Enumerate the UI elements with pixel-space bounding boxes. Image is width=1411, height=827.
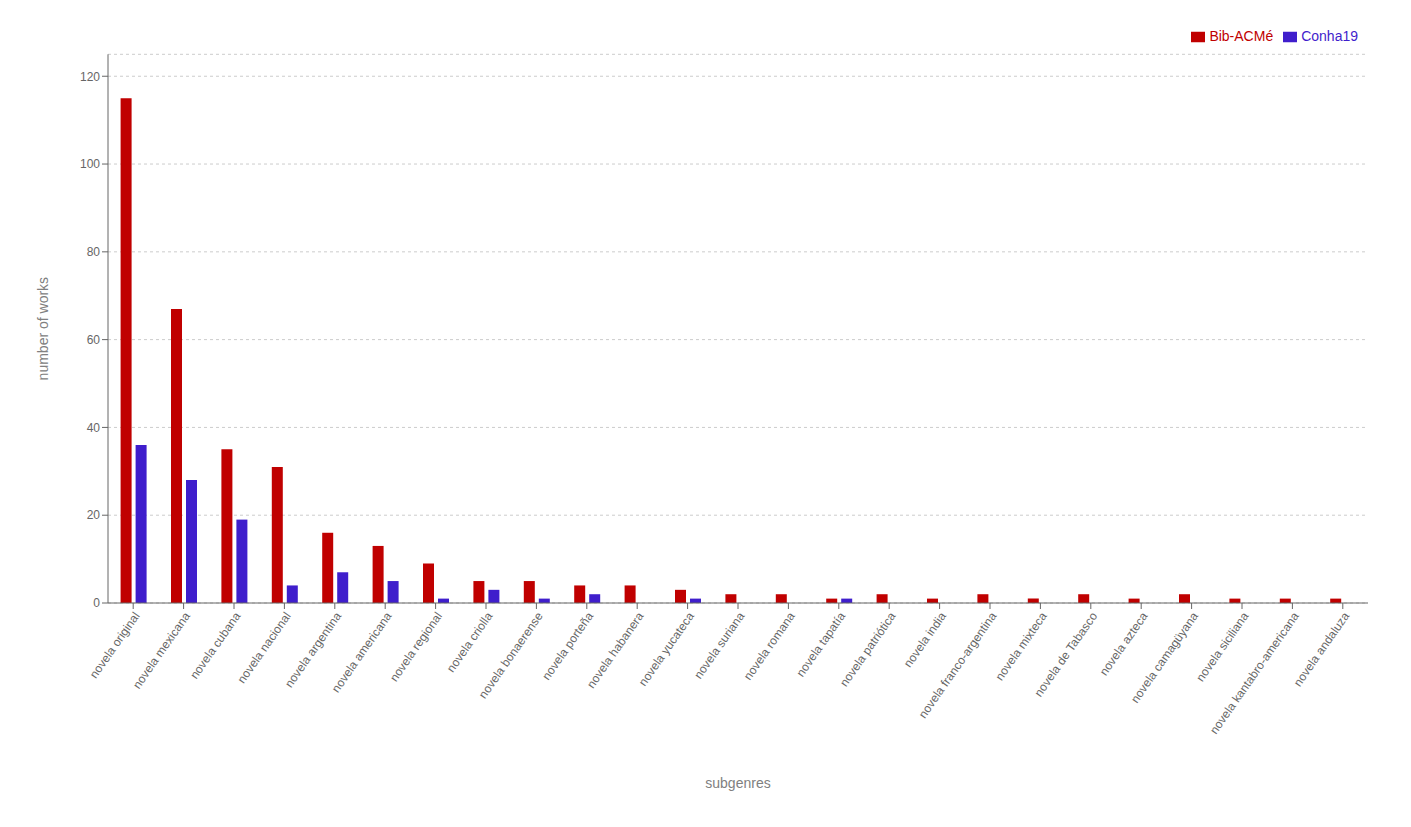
svg-text:100: 100 — [80, 157, 100, 171]
svg-text:novela azteca: novela azteca — [1097, 609, 1151, 678]
svg-text:novela andaluza: novela andaluza — [1291, 609, 1353, 689]
svg-text:novela yucateca: novela yucateca — [636, 609, 697, 688]
svg-text:novela porteña: novela porteña — [539, 609, 596, 682]
svg-text:novela cubana: novela cubana — [187, 609, 243, 681]
svg-text:novela mixteca: novela mixteca — [992, 609, 1050, 683]
svg-text:novela patriótica: novela patriótica — [837, 609, 899, 689]
svg-text:novela camagüyana: novela camagüyana — [1128, 609, 1201, 705]
svg-text:novela bonaerense: novela bonaerense — [476, 609, 546, 701]
svg-text:subgenres: subgenres — [705, 775, 770, 791]
svg-text:novela original: novela original — [87, 610, 143, 681]
svg-text:80: 80 — [87, 245, 101, 259]
svg-text:novela franco-argentina: novela franco-argentina — [916, 609, 1000, 721]
html-text:Bib-ACMé: Bib-ACMé — [1209, 28, 1274, 44]
svg-text:novela nacional: novela nacional — [235, 610, 294, 686]
svg-text:novela americana: novela americana — [329, 609, 395, 695]
svg-text:novela de Tabasco: novela de Tabasco — [1031, 609, 1100, 699]
svg-text:novela romana: novela romana — [741, 609, 798, 682]
svg-text:0: 0 — [93, 596, 100, 610]
svg-text:novela tapatía: novela tapatía — [794, 609, 849, 679]
svg-text:novela argentina: novela argentina — [281, 609, 345, 691]
svg-text:40: 40 — [87, 421, 101, 435]
svg-text:novela habanera: novela habanera — [583, 609, 647, 691]
svg-text:number of works: number of works — [35, 277, 51, 380]
svg-text:20: 20 — [87, 508, 101, 522]
html-text:Conha19: Conha19 — [1301, 28, 1358, 44]
svg-text:60: 60 — [87, 333, 101, 347]
svg-text:novela india: novela india — [901, 609, 949, 670]
svg-text:novela mexicana: novela mexicana — [130, 609, 193, 691]
svg-text:novela kantabro-americana: novela kantabro-americana — [1207, 609, 1302, 736]
svg-text:novela regional: novela regional — [387, 610, 445, 685]
svg-text:novela criolla: novela criolla — [444, 609, 496, 675]
svg-text:novela siciliana: novela siciliana — [1193, 609, 1251, 684]
svg-text:novela suriana: novela suriana — [691, 609, 747, 681]
svg-text:120: 120 — [80, 70, 100, 84]
